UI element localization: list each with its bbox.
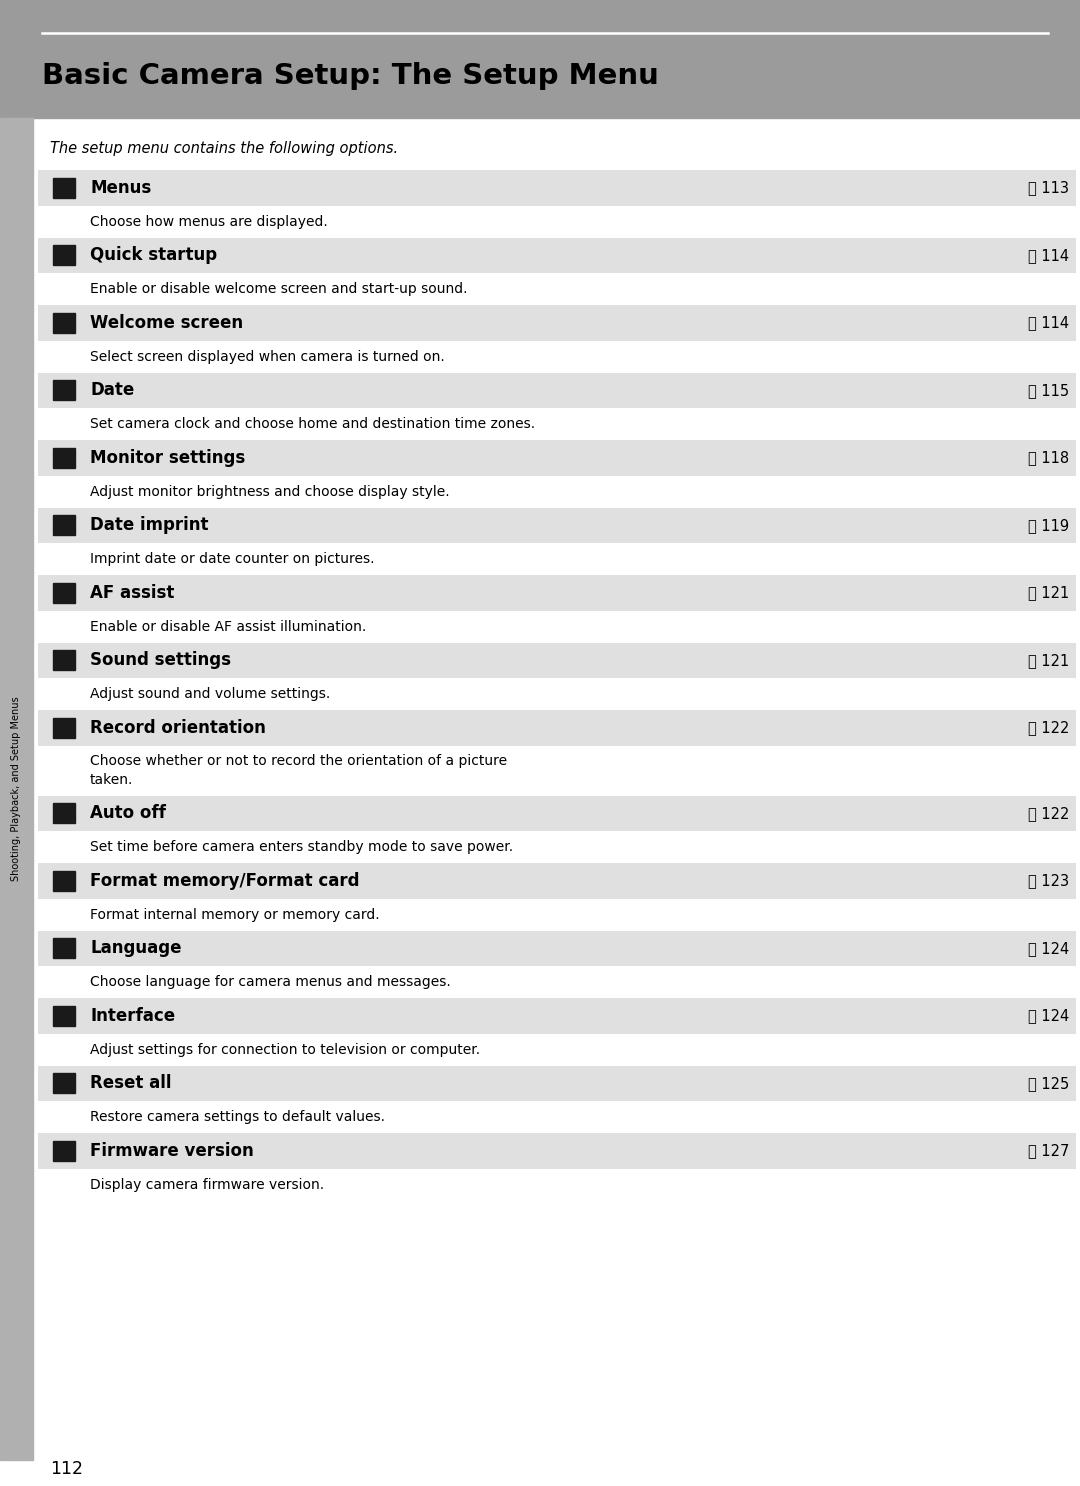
Bar [38,205,1076,238]
Text: 🕮 122: 🕮 122 [1028,721,1069,736]
Text: Adjust monitor brightness and choose display style.: Adjust monitor brightness and choose dis… [90,484,449,498]
Bar [38,305,1076,340]
Bar [0,0,1080,117]
Bar [38,899,1076,930]
Bar [38,678,1076,710]
Bar [38,340,1076,373]
Text: 🕮 115: 🕮 115 [1028,383,1069,398]
Text: AF assist: AF assist [90,584,174,602]
Bar [53,178,75,198]
Bar [38,1132,1076,1168]
Text: Format memory/Format card: Format memory/Format card [90,872,360,890]
Text: 🕮 114: 🕮 114 [1028,315,1069,330]
Bar [53,447,75,468]
Bar [38,999,1076,1033]
Bar [38,575,1076,611]
Bar [53,871,75,890]
Bar [38,238,1076,273]
Bar [38,966,1076,999]
Text: 🕮 121: 🕮 121 [1028,652,1069,667]
Bar [38,863,1076,899]
Text: Restore camera settings to default values.: Restore camera settings to default value… [90,1110,384,1123]
Bar [53,245,75,265]
Text: Record orientation: Record orientation [90,719,266,737]
Bar [38,1168,1076,1201]
Text: The setup menu contains the following options.: The setup menu contains the following op… [50,141,399,156]
Text: 🕮 113: 🕮 113 [1028,180,1069,195]
Bar [38,642,1076,678]
Bar [38,831,1076,863]
Text: Choose whether or not to record the orientation of a picture
taken.: Choose whether or not to record the orie… [90,753,508,788]
Bar [0,117,33,1461]
Text: Quick startup: Quick startup [90,247,217,265]
Bar [38,1033,1076,1065]
Text: Menus: Menus [90,178,151,196]
Bar [38,930,1076,966]
Text: Enable or disable welcome screen and start-up sound.: Enable or disable welcome screen and sta… [90,282,468,296]
Text: 🕮 121: 🕮 121 [1028,585,1069,600]
Bar [38,1101,1076,1132]
Text: Firmware version: Firmware version [90,1141,254,1159]
Bar [53,938,75,958]
Bar [53,312,75,333]
Text: Monitor settings: Monitor settings [90,449,245,467]
Text: Format internal memory or memory card.: Format internal memory or memory card. [90,908,380,921]
Text: Shooting, Playback, and Setup Menus: Shooting, Playback, and Setup Menus [12,697,22,881]
Text: Enable or disable AF assist illumination.: Enable or disable AF assist illumination… [90,620,366,633]
Text: 🕮 127: 🕮 127 [1028,1143,1069,1158]
Text: Sound settings: Sound settings [90,651,231,669]
Text: Choose language for camera menus and messages.: Choose language for camera menus and mes… [90,975,450,990]
Bar [38,273,1076,305]
Bar [38,795,1076,831]
Text: Auto off: Auto off [90,804,166,822]
Text: Date: Date [90,382,134,400]
Text: 🕮 124: 🕮 124 [1028,941,1069,955]
Text: 🕮 125: 🕮 125 [1028,1076,1069,1091]
Bar [53,1141,75,1161]
Text: Imprint date or date counter on pictures.: Imprint date or date counter on pictures… [90,551,375,566]
Bar [38,169,1076,205]
Text: Display camera firmware version.: Display camera firmware version. [90,1177,324,1192]
Text: 🕮 114: 🕮 114 [1028,248,1069,263]
Bar [53,1006,75,1025]
Bar [38,746,1076,795]
Text: 🕮 124: 🕮 124 [1028,1008,1069,1024]
Text: 🕮 123: 🕮 123 [1028,874,1069,889]
Bar [38,1065,1076,1101]
Text: Set camera clock and choose home and destination time zones.: Set camera clock and choose home and des… [90,418,535,431]
Text: Set time before camera enters standby mode to save power.: Set time before camera enters standby mo… [90,840,513,854]
Text: Adjust settings for connection to television or computer.: Adjust settings for connection to televi… [90,1043,481,1057]
Text: 🕮 122: 🕮 122 [1028,805,1069,820]
Bar [53,516,75,535]
Bar [38,373,1076,409]
Bar [53,1073,75,1094]
Bar [53,380,75,400]
Bar [38,611,1076,642]
Text: Select screen displayed when camera is turned on.: Select screen displayed when camera is t… [90,349,445,364]
Text: Basic Camera Setup: The Setup Menu: Basic Camera Setup: The Setup Menu [42,62,659,91]
Bar [38,476,1076,508]
Text: 🕮 118: 🕮 118 [1028,450,1069,465]
Bar [53,718,75,737]
Text: Language: Language [90,939,181,957]
Text: Date imprint: Date imprint [90,516,208,535]
Text: Interface: Interface [90,1006,175,1025]
Bar [38,508,1076,542]
Text: 112: 112 [50,1461,83,1479]
Bar [38,542,1076,575]
Bar [53,651,75,670]
Text: Choose how menus are displayed.: Choose how menus are displayed. [90,214,327,229]
Bar [38,409,1076,440]
Text: Welcome screen: Welcome screen [90,314,243,331]
Bar [38,440,1076,476]
Bar [53,583,75,603]
Text: 🕮 119: 🕮 119 [1028,517,1069,533]
Bar [38,710,1076,746]
Text: Reset all: Reset all [90,1074,172,1092]
Text: Adjust sound and volume settings.: Adjust sound and volume settings. [90,687,330,701]
Bar [53,804,75,823]
